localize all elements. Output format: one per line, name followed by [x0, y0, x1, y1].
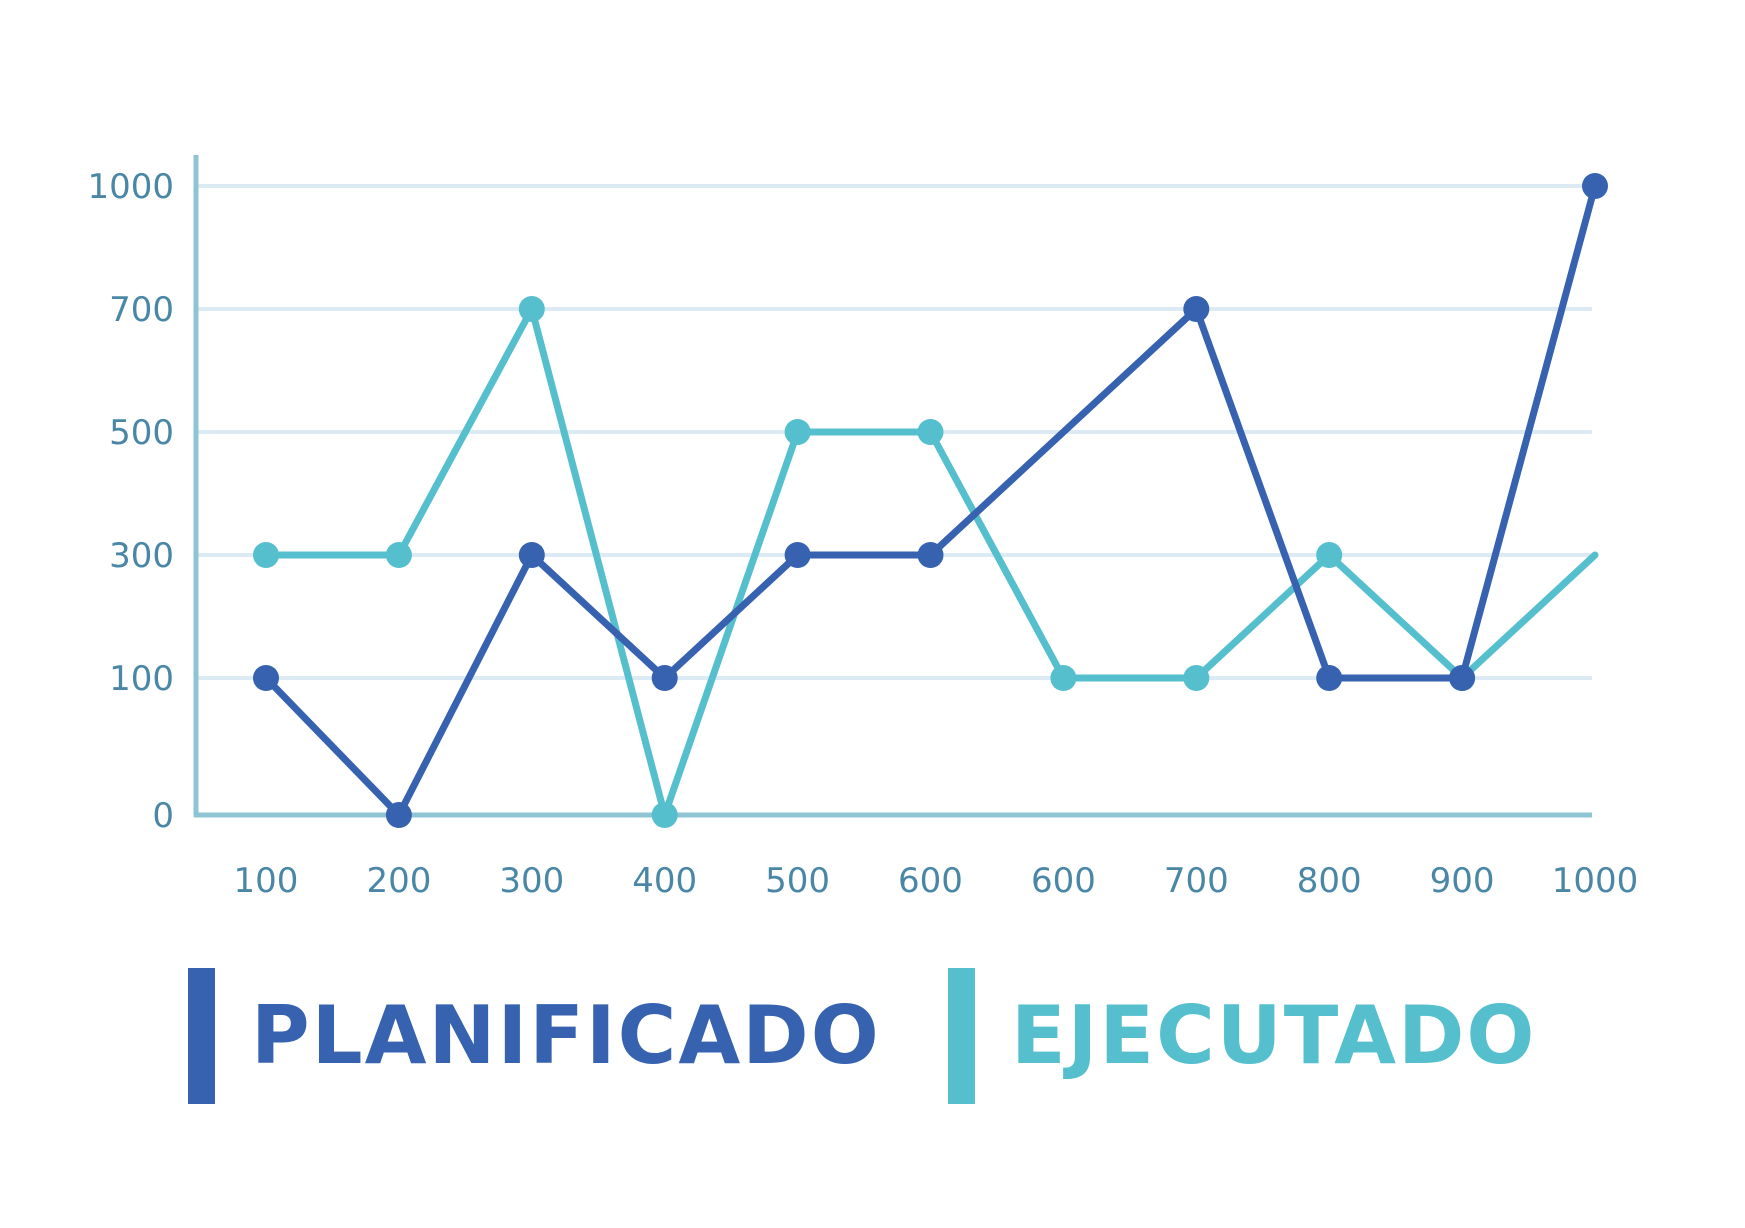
data-point-planificado: [651, 665, 678, 691]
x-tick-label: 500: [765, 861, 830, 901]
x-tick-label: 100: [234, 861, 299, 901]
data-point-planificado: [1316, 665, 1343, 691]
data-point-ejecutado: [784, 419, 811, 445]
data-point-planificado: [1449, 665, 1476, 691]
x-tick-label: 300: [499, 861, 564, 901]
data-point-planificado: [917, 542, 944, 568]
data-point-ejecutado: [1050, 665, 1077, 691]
data-point-planificado: [385, 802, 412, 828]
data-point-planificado: [518, 542, 545, 568]
y-tick-label: 300: [109, 536, 174, 576]
legend-swatch-planificado: [188, 968, 215, 1104]
x-tick-label: 600: [898, 861, 963, 901]
y-tick-label: 100: [109, 659, 174, 699]
data-point-planificado: [1183, 296, 1210, 322]
y-tick-label: 1000: [87, 167, 174, 207]
x-tick-label: 900: [1430, 861, 1495, 901]
y-tick-label: 500: [109, 413, 174, 453]
series-line-planificado: [262, 182, 1599, 819]
y-tick-label: 700: [109, 290, 174, 330]
x-tick-label: 400: [632, 861, 697, 901]
data-point-planificado: [784, 542, 811, 568]
data-point-ejecutado: [253, 542, 279, 568]
legend-item-ejecutado: EJECUTADO: [948, 968, 1536, 1104]
data-point-ejecutado: [1316, 542, 1343, 568]
data-point-ejecutado: [651, 802, 678, 828]
data-point-ejecutado: [518, 296, 545, 322]
legend-item-planificado: PLANIFICADO: [188, 968, 881, 1104]
series-layer: [253, 173, 1608, 828]
x-axis-ticks: 100 200 300 400 500 600 600 700 800 900 1000: [234, 861, 1639, 901]
data-point-ejecutado: [917, 419, 944, 445]
x-tick-label: 600: [1031, 861, 1096, 901]
data-point-planificado: [253, 665, 279, 691]
x-tick-label: 1000: [1552, 861, 1639, 901]
series-ejecutado: [253, 296, 1599, 828]
legend-swatch-ejecutado: [948, 968, 975, 1104]
y-axis-ticks: 0 100 300 500 700 1000: [87, 167, 174, 836]
legend-label-ejecutado: EJECUTADO: [1011, 989, 1537, 1082]
axes: [193, 155, 1592, 818]
x-tick-label: 800: [1297, 861, 1362, 901]
x-tick-label: 200: [366, 861, 431, 901]
data-point-planificado: [1582, 173, 1608, 199]
series-planificado: [253, 173, 1608, 828]
data-point-ejecutado: [1183, 665, 1210, 691]
y-tick-label: 0: [152, 796, 174, 836]
x-tick-label: 700: [1164, 861, 1229, 901]
legend-label-planificado: PLANIFICADO: [251, 989, 881, 1082]
data-point-ejecutado: [385, 542, 412, 568]
